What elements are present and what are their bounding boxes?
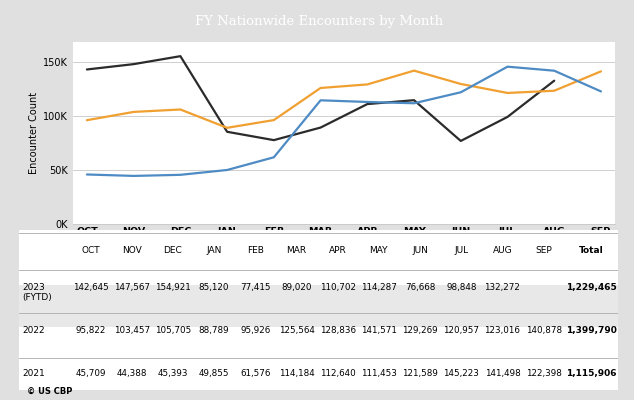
Text: 49,855: 49,855 [199, 369, 230, 378]
Text: 141,571: 141,571 [361, 326, 397, 335]
Text: 1,229,465: 1,229,465 [566, 283, 616, 292]
Text: 45,393: 45,393 [158, 369, 188, 378]
Text: 123,016: 123,016 [484, 326, 521, 335]
FancyBboxPatch shape [19, 230, 618, 390]
Text: 129,269: 129,269 [402, 326, 438, 335]
Text: JUN: JUN [412, 246, 428, 255]
Text: JUL: JUL [454, 246, 469, 255]
Text: 110,702: 110,702 [320, 283, 356, 292]
FancyBboxPatch shape [19, 285, 618, 327]
Text: Total: Total [579, 246, 604, 255]
Text: 88,789: 88,789 [199, 326, 230, 335]
Text: JAN: JAN [207, 246, 222, 255]
Text: 114,287: 114,287 [361, 283, 397, 292]
Text: 121,589: 121,589 [402, 369, 438, 378]
Text: 2023
(FYTD): 2023 (FYTD) [22, 283, 52, 302]
Text: 111,453: 111,453 [361, 369, 397, 378]
Text: 89,020: 89,020 [281, 283, 312, 292]
Text: 61,576: 61,576 [240, 369, 271, 378]
Text: 132,272: 132,272 [484, 283, 521, 292]
Text: 120,957: 120,957 [443, 326, 479, 335]
Text: 1,115,906: 1,115,906 [566, 369, 616, 378]
Text: MAR: MAR [287, 246, 307, 255]
Text: 2022: 2022 [22, 326, 44, 335]
Text: 112,640: 112,640 [320, 369, 356, 378]
Text: 142,645: 142,645 [73, 283, 108, 292]
Text: SEP: SEP [535, 246, 552, 255]
Text: 76,668: 76,668 [405, 283, 436, 292]
Text: 154,921: 154,921 [155, 283, 191, 292]
Text: 95,822: 95,822 [75, 326, 106, 335]
Text: MAY: MAY [370, 246, 388, 255]
Text: FEB: FEB [247, 246, 264, 255]
Text: DEC: DEC [164, 246, 183, 255]
Text: 140,878: 140,878 [526, 326, 562, 335]
Text: OCT: OCT [81, 246, 100, 255]
Text: AUG: AUG [493, 246, 512, 255]
Text: 114,184: 114,184 [278, 369, 314, 378]
Text: 2021: 2021 [22, 369, 45, 378]
Text: 103,457: 103,457 [113, 326, 150, 335]
Text: 125,564: 125,564 [278, 326, 314, 335]
Text: 85,120: 85,120 [199, 283, 230, 292]
Text: 44,388: 44,388 [117, 369, 147, 378]
Text: NOV: NOV [122, 246, 141, 255]
Text: 128,836: 128,836 [320, 326, 356, 335]
Text: 77,415: 77,415 [240, 283, 271, 292]
Text: 1,399,790: 1,399,790 [566, 326, 617, 335]
Text: 145,223: 145,223 [443, 369, 479, 378]
Text: © US CBP: © US CBP [27, 387, 72, 396]
Text: 122,398: 122,398 [526, 369, 562, 378]
Text: APR: APR [329, 246, 347, 255]
Y-axis label: Encounter Count: Encounter Count [29, 92, 39, 174]
Text: FY Nationwide Encounters by Month: FY Nationwide Encounters by Month [195, 15, 443, 28]
Text: 147,567: 147,567 [113, 283, 150, 292]
Text: 98,848: 98,848 [446, 283, 477, 292]
Text: 141,498: 141,498 [484, 369, 521, 378]
Text: 95,926: 95,926 [240, 326, 271, 335]
Text: 105,705: 105,705 [155, 326, 191, 335]
Text: 45,709: 45,709 [75, 369, 106, 378]
